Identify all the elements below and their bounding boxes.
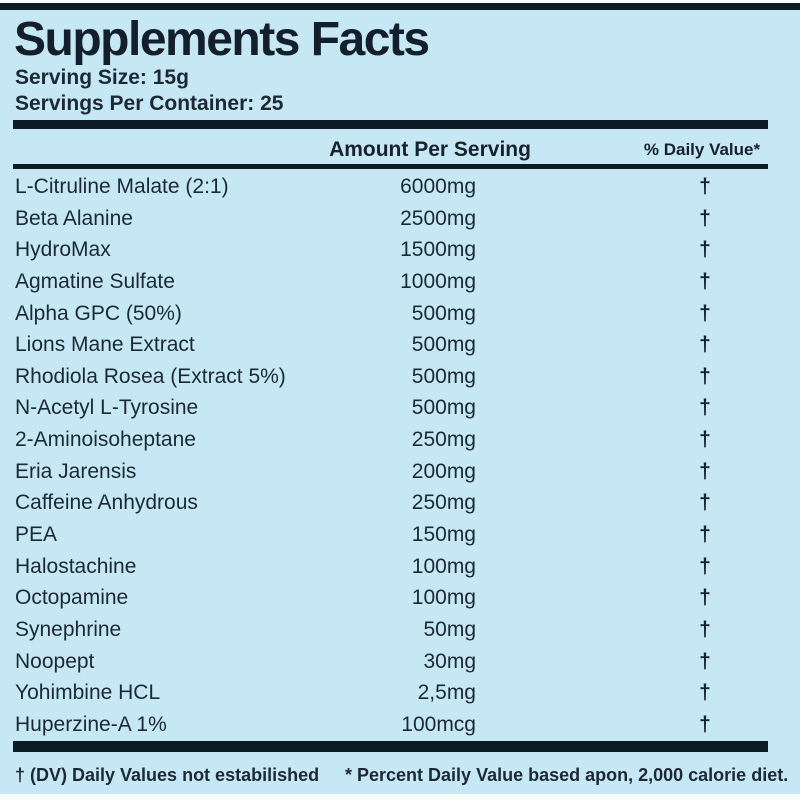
daily-value-dagger: † bbox=[699, 586, 711, 610]
daily-value-dagger: † bbox=[699, 175, 711, 198]
daily-value-dagger: † bbox=[699, 333, 711, 357]
daily-value-dagger: † bbox=[699, 554, 711, 578]
ingredient-amount: 250mg bbox=[411, 491, 476, 515]
table-header-row: Amount Per Serving % Daily Value* bbox=[14, 135, 768, 164]
divider-under-header bbox=[13, 164, 768, 169]
supplement-facts-panel: Supplements Facts Serving Size: 15g Serv… bbox=[13, 0, 788, 800]
table-row: Agmatine Sulfate 1000mg † bbox=[14, 266, 768, 298]
table-row: Huperzine-A 1% 100mcg † bbox=[14, 709, 768, 741]
ingredient-name: L-Citruline Malate (2:1) bbox=[15, 175, 229, 198]
top-edge-bar bbox=[0, 3, 800, 10]
ingredient-amount: 100mcg bbox=[401, 712, 476, 736]
ingredient-amount: 200mg bbox=[411, 459, 476, 483]
daily-value-dagger: † bbox=[699, 459, 711, 483]
ingredient-amount: 1000mg bbox=[400, 269, 476, 293]
table-row: Synephrine 50mg † bbox=[14, 614, 768, 646]
ingredient-name: N-Acetyl L-Tyrosine bbox=[15, 396, 199, 420]
ingredient-rows: L-Citruline Malate (2:1) 6000mg † Beta A… bbox=[14, 171, 768, 741]
divider-thick-bottom bbox=[13, 741, 768, 752]
ingredient-amount: 500mg bbox=[411, 333, 476, 357]
table-row: L-Citruline Malate (2:1) 6000mg † bbox=[14, 171, 768, 203]
ingredient-amount: 100mg bbox=[411, 554, 476, 578]
ingredient-name: Lions Mane Extract bbox=[15, 333, 195, 357]
ingredient-name: Halostachine bbox=[15, 554, 137, 578]
daily-value-dagger: † bbox=[699, 206, 711, 230]
daily-value-dagger: † bbox=[699, 364, 711, 388]
ingredient-amount: 6000mg bbox=[400, 175, 476, 198]
dagger-footnote: † (DV) Daily Values not estabilished bbox=[15, 765, 320, 785]
table-row: Eria Jarensis 200mg † bbox=[14, 456, 768, 488]
ingredient-amount: 500mg bbox=[411, 364, 476, 388]
ingredient-name: Beta Alanine bbox=[15, 206, 133, 230]
ingredient-amount: 150mg bbox=[411, 523, 476, 547]
asterisk-footnote: * Percent Daily Value based apon, 2,000 … bbox=[345, 765, 789, 785]
ingredient-name: HydroMax bbox=[15, 238, 111, 262]
table-row: N-Acetyl L-Tyrosine 500mg † bbox=[14, 392, 768, 424]
ingredient-amount: 2500mg bbox=[400, 206, 476, 230]
daily-value-dagger: † bbox=[699, 649, 711, 673]
table-row: Caffeine Anhydrous 250mg † bbox=[14, 487, 768, 519]
ingredient-amount: 250mg bbox=[411, 428, 476, 452]
daily-value-dagger: † bbox=[699, 681, 711, 705]
daily-value-dagger: † bbox=[699, 396, 711, 420]
ingredient-name: Agmatine Sulfate bbox=[15, 269, 175, 293]
supplement-label-background bbox=[0, 10, 800, 794]
table-row: PEA 150mg † bbox=[14, 519, 768, 551]
table-row: Octopamine 100mg † bbox=[14, 582, 768, 614]
ingredient-name: Huperzine-A 1% bbox=[15, 712, 167, 736]
daily-value-dagger: † bbox=[699, 238, 711, 262]
ingredient-amount: 2,5mg bbox=[417, 681, 476, 705]
daily-value-dagger: † bbox=[699, 491, 711, 515]
ingredient-name: 2-Aminoisoheptane bbox=[15, 428, 196, 452]
column-header-daily-value: % Daily Value* bbox=[643, 140, 761, 159]
table-row: Halostachine 100mg † bbox=[14, 551, 768, 583]
serving-size-text: Serving Size: 15g bbox=[15, 66, 189, 89]
ingredient-name: Noopept bbox=[15, 649, 95, 673]
table-row: Lions Mane Extract 500mg † bbox=[14, 329, 768, 361]
ingredient-name: Yohimbine HCL bbox=[15, 681, 161, 705]
ingredient-amount: 500mg bbox=[411, 396, 476, 420]
ingredient-name: Eria Jarensis bbox=[15, 459, 137, 483]
table-row: Alpha GPC (50%) 500mg † bbox=[14, 298, 768, 330]
panel-title: Supplements Facts bbox=[14, 13, 430, 66]
table-row: Yohimbine HCL 2,5mg † bbox=[14, 677, 768, 709]
column-header-amount: Amount Per Serving bbox=[329, 138, 531, 161]
ingredient-amount: 30mg bbox=[423, 649, 476, 673]
ingredient-name: Synephrine bbox=[15, 617, 122, 641]
footnotes-row: † (DV) Daily Values not estabilished * P… bbox=[14, 759, 788, 791]
ingredient-amount: 500mg bbox=[411, 301, 476, 325]
ingredient-amount: 1500mg bbox=[400, 238, 476, 262]
daily-value-dagger: † bbox=[699, 712, 711, 736]
ingredient-name: Rhodiola Rosea (Extract 5%) bbox=[15, 364, 286, 388]
daily-value-dagger: † bbox=[699, 523, 711, 547]
ingredient-name: PEA bbox=[15, 523, 58, 547]
table-row: Beta Alanine 2500mg † bbox=[14, 203, 768, 235]
ingredient-amount: 50mg bbox=[423, 617, 476, 641]
table-row: Noopept 30mg † bbox=[14, 646, 768, 678]
table-row: Rhodiola Rosea (Extract 5%) 500mg † bbox=[14, 361, 768, 393]
daily-value-dagger: † bbox=[699, 269, 711, 293]
ingredient-name: Octopamine bbox=[15, 586, 129, 610]
table-row: HydroMax 1500mg † bbox=[14, 234, 768, 266]
table-row: 2-Aminoisoheptane 250mg † bbox=[14, 424, 768, 456]
divider-thick-top bbox=[13, 120, 768, 129]
daily-value-dagger: † bbox=[699, 301, 711, 325]
ingredient-name: Caffeine Anhydrous bbox=[15, 491, 198, 515]
daily-value-dagger: † bbox=[699, 428, 711, 452]
servings-per-container-text: Servings Per Container: 25 bbox=[15, 92, 284, 115]
ingredient-amount: 100mg bbox=[411, 586, 476, 610]
daily-value-dagger: † bbox=[699, 617, 711, 641]
ingredient-name: Alpha GPC (50%) bbox=[15, 301, 182, 325]
